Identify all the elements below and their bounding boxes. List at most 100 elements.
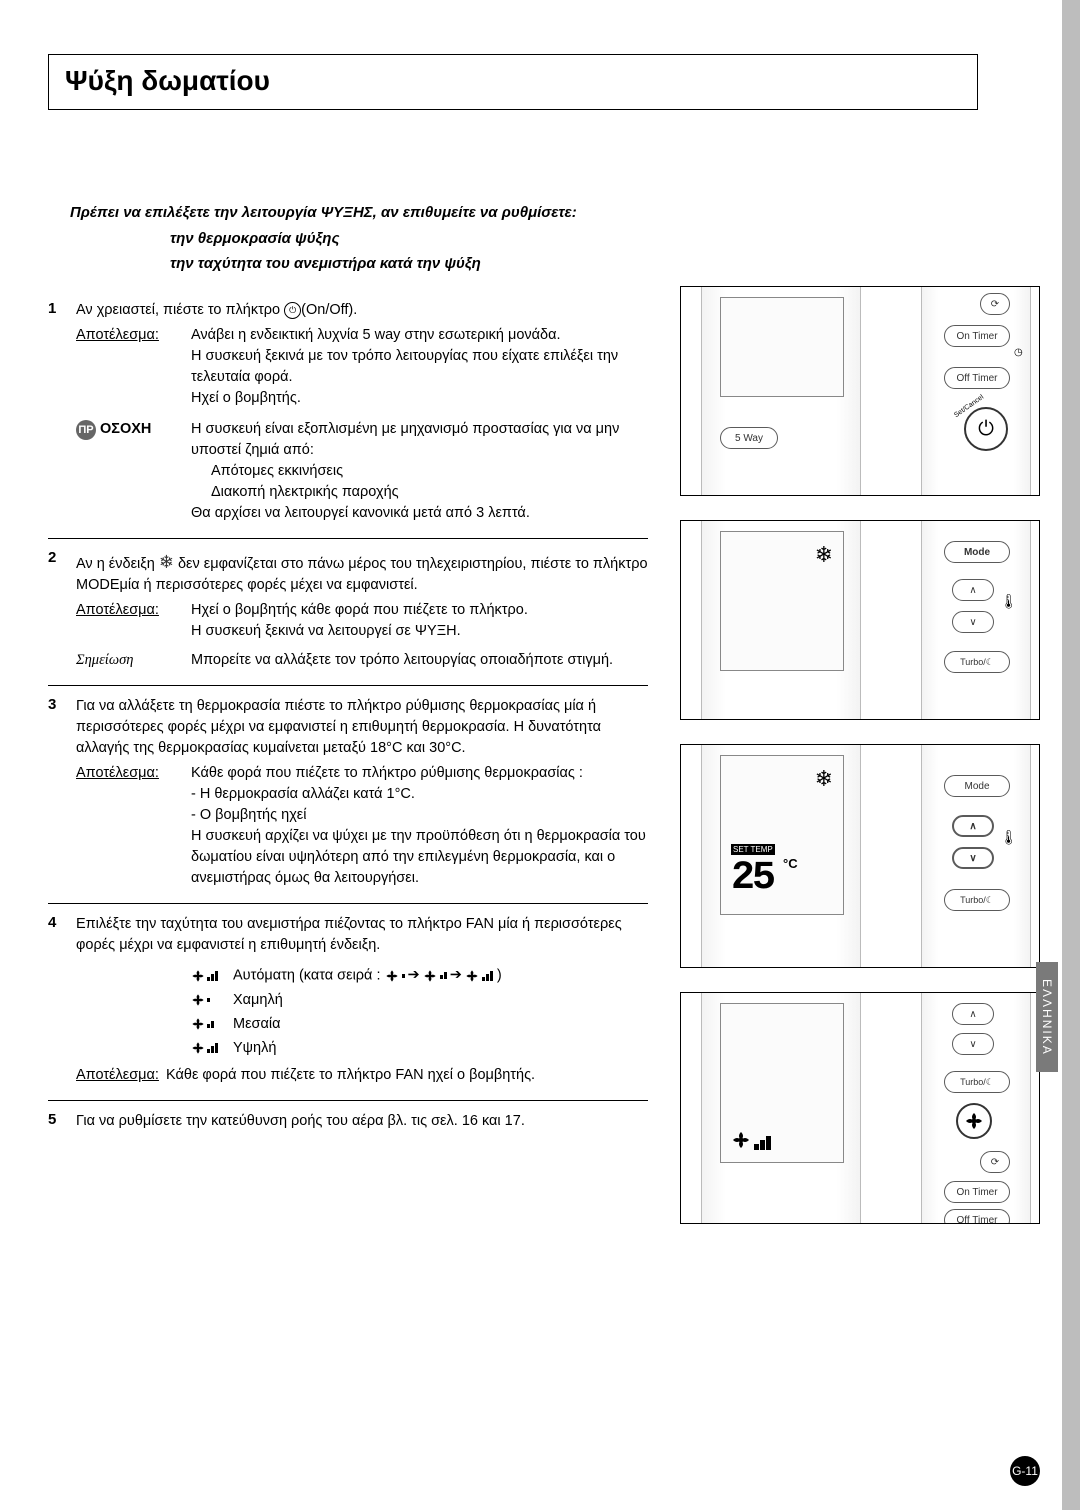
text: - Η θερμοκρασία αλλάζει κατά 1°C. xyxy=(191,784,648,805)
note-value: Μπορείτε να αλλάξετε τον τρόπο λειτουργί… xyxy=(191,650,648,671)
up-button: ∧ xyxy=(952,815,994,837)
step-3: 3 Για να αλλάξετε τη θερμοκρασία πιέστε … xyxy=(48,686,648,904)
step-number: 2 xyxy=(48,549,76,671)
remote-illus-3: ❄ SET TEMP 25 °C Mode ∧ 🌡 ∨ Turbo/☾ xyxy=(680,744,1040,968)
caution-row: ΠΡΟΣΟΧΗ Η συσκευή είναι εξοπλισμένη με μ… xyxy=(76,419,648,524)
text: ) xyxy=(497,968,502,984)
page: Ψύξη δωματίου Πρέπει να επιλέξετε την λε… xyxy=(0,0,1080,1510)
result-label: Αποτέλεσμα: xyxy=(76,325,191,409)
mode-button: Mode xyxy=(944,775,1010,797)
swing-button: ⟳ xyxy=(980,1151,1010,1173)
fan-row-high: Υψηλή xyxy=(191,1038,648,1059)
set-temp-label: SET TEMP xyxy=(731,844,775,855)
remote-illus-1: 5 Way ⟳ On Timer ◷ Off Timer ⏻ Set/Cance… xyxy=(680,286,1040,496)
remote-illus-4: ∧ ∨ Turbo/☾ ⟳ On Timer Off Timer xyxy=(680,992,1040,1224)
off-timer-button: Off Timer xyxy=(944,367,1010,389)
step-text: Αν η ένδειξη ❄ δεν εμφανίζεται στο πάνω … xyxy=(76,549,648,596)
page-number: G-11 xyxy=(1010,1456,1040,1486)
fan-row-med: Μεσαία xyxy=(191,1014,648,1035)
remote-body: ∧ ∨ Turbo/☾ ⟳ On Timer Off Timer xyxy=(921,992,1031,1224)
step-number: 4 xyxy=(48,914,76,1085)
result-label: Αποτέλεσμα: xyxy=(76,600,191,642)
up-button: ∧ xyxy=(952,1003,994,1025)
caution-label: ΠΡΟΣΟΧΗ xyxy=(76,419,191,524)
side-strip xyxy=(1062,0,1080,1510)
text: Κάθε φορά που πιέζετε το πλήκτρο ρύθμιση… xyxy=(191,763,648,784)
step-text: Αν χρειαστεί, πιέστε το πλήκτρο ⏻(On/Off… xyxy=(76,300,648,321)
result-value: Κάθε φορά που πιέζετε το πλήκτρο ρύθμιση… xyxy=(191,763,648,889)
remote-body: ❄ xyxy=(701,520,861,720)
remote-body: ⟳ On Timer ◷ Off Timer ⏻ Set/Cancel xyxy=(921,286,1031,496)
fan-label: Χαμηλή xyxy=(233,990,283,1011)
step-body: Αν χρειαστεί, πιέστε το πλήκτρο ⏻(On/Off… xyxy=(76,300,648,524)
step-4: 4 Επιλέξτε την ταχύτητα του ανεμιστήρα π… xyxy=(48,904,648,1100)
power-button: ⏻ xyxy=(964,407,1008,451)
caution-value: Η συσκευή είναι εξοπλισμένη με μηχανισμό… xyxy=(191,419,648,524)
fan-label: Αυτόματη (κατα σειρά : ➔ ➔ ) xyxy=(233,965,502,986)
intro-line: την θερμοκρασία ψύξης xyxy=(70,226,630,252)
step-body: Αν η ένδειξη ❄ δεν εμφανίζεται στο πάνω … xyxy=(76,549,648,671)
remote-body xyxy=(701,992,861,1224)
result-value: Κάθε φορά που πιέζετε το πλήκτρο FAN ηχε… xyxy=(166,1065,648,1086)
text: - Ο βομβητής ηχεί xyxy=(191,805,648,826)
text: Αυτόματη (κατα σειρά : xyxy=(233,968,385,984)
result-label: Αποτέλεσμα: xyxy=(76,1065,166,1086)
remote-body: ❄ SET TEMP 25 °C xyxy=(701,744,861,968)
fan-icon-low xyxy=(191,993,233,1007)
swing-button: ⟳ xyxy=(980,293,1010,315)
fan-label: Υψηλή xyxy=(233,1038,276,1059)
clock-icon: ◷ xyxy=(1014,347,1023,358)
text: Ανάβει η ενδεικτική λυχνία 5 way στην εσ… xyxy=(191,325,648,346)
title-box: Ψύξη δωματίου xyxy=(48,54,978,110)
turbo-button: Turbo/☾ xyxy=(944,889,1010,911)
fan-row-auto: Αυτόματη (κατα σειρά : ➔ ➔ ) xyxy=(191,965,648,986)
down-button: ∨ xyxy=(952,1033,994,1055)
result-label: Αποτέλεσμα: xyxy=(76,763,191,889)
caution-icon: ΠΡ xyxy=(76,420,96,440)
fan-label: Μεσαία xyxy=(233,1014,280,1035)
result-row: Αποτέλεσμα: Ηχεί ο βομβητής κάθε φορά πο… xyxy=(76,600,648,642)
fan-icon-auto xyxy=(191,969,233,983)
snowflake-icon: ❄ xyxy=(159,552,174,572)
text: Η συσκευή ξεκινά να λειτουργεί σε ΨΥΞΗ. xyxy=(191,621,648,642)
remote-illus-2: ❄ Mode ∧ 🌡 ∨ Turbo/☾ xyxy=(680,520,1040,720)
intro-block: Πρέπει να επιλέξετε την λειτουργία ΨΥΞΗΣ… xyxy=(70,200,630,277)
remote-display xyxy=(720,297,844,397)
step-number: 5 xyxy=(48,1111,76,1132)
step-2: 2 Αν η ένδειξη ❄ δεν εμφανίζεται στο πάν… xyxy=(48,539,648,686)
text: Αν χρειαστεί, πιέστε το πλήκτρο xyxy=(76,302,284,318)
up-button: ∧ xyxy=(952,579,994,601)
remote-display xyxy=(720,1003,844,1163)
five-way-button: 5 Way xyxy=(720,427,778,449)
result-value: Ανάβει η ενδεικτική λυχνία 5 way στην εσ… xyxy=(191,325,648,409)
step-1: 1 Αν χρειαστεί, πιέστε το πλήκτρο ⏻(On/O… xyxy=(48,290,648,539)
turbo-button: Turbo/☾ xyxy=(944,1071,1010,1093)
text: Διακοπή ηλεκτρικής παροχής xyxy=(191,482,648,503)
text: Ηχεί ο βομβητής. xyxy=(191,388,648,409)
note-row: Σημείωση Μπορείτε να αλλάξετε τον τρόπο … xyxy=(76,650,648,671)
snowflake-icon: ❄ xyxy=(815,766,833,792)
text: Η συσκευή είναι εξοπλισμένη με μηχανισμό… xyxy=(191,419,648,461)
on-timer-button: On Timer xyxy=(944,1181,1010,1203)
page-title: Ψύξη δωματίου xyxy=(65,65,961,97)
fan-sequence: ➔ ➔ xyxy=(385,965,493,986)
fan-button xyxy=(956,1103,992,1139)
mode-button: Mode xyxy=(944,541,1010,563)
text: Θα αρχίσει να λειτουργεί κανονικά μετά α… xyxy=(191,503,648,524)
arrow-icon: ➔ xyxy=(450,965,462,986)
thermometer-icon: 🌡 xyxy=(1000,829,1018,846)
result-row: Αποτέλεσμα: Κάθε φορά που πιέζετε το πλή… xyxy=(76,1065,648,1086)
off-timer-button: Off Timer xyxy=(944,1209,1010,1224)
down-button: ∨ xyxy=(952,611,994,633)
result-row: Αποτέλεσμα: Ανάβει η ενδεικτική λυχνία 5… xyxy=(76,325,648,409)
text: (On/Off). xyxy=(301,302,357,318)
steps-column: 1 Αν χρειαστεί, πιέστε το πλήκτρο ⏻(On/O… xyxy=(48,290,648,1146)
step-number: 1 xyxy=(48,300,76,524)
language-tab: ΕΛΛΗΝΙΚΑ xyxy=(1036,962,1058,1072)
remote-display: ❄ xyxy=(720,531,844,671)
remote-body: Mode ∧ 🌡 ∨ Turbo/☾ xyxy=(921,744,1031,968)
on-timer-button: On Timer xyxy=(944,325,1010,347)
text: ΟΣΟΧΗ xyxy=(100,421,151,437)
power-icon: ⏻ xyxy=(284,302,301,319)
illustrations-column: 5 Way ⟳ On Timer ◷ Off Timer ⏻ Set/Cance… xyxy=(680,286,1040,1248)
